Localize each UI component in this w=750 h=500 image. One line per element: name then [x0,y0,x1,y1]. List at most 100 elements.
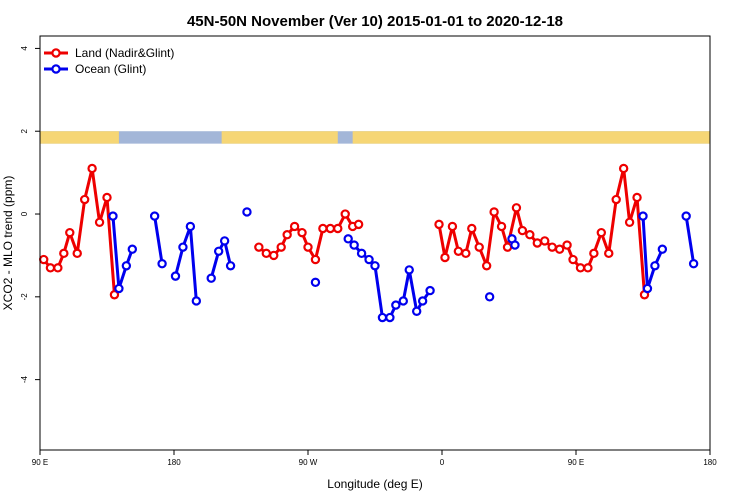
data-point [540,236,550,246]
data-point [39,254,49,265]
data-point [474,242,484,252]
x-axis-label: Longitude (deg E) [327,477,422,491]
data-point [657,244,668,254]
data-point [108,211,118,221]
data-point [650,261,660,271]
data-point [242,207,252,217]
y-tick-label: 2 [20,128,29,133]
data-point [638,211,648,221]
data-point [425,285,435,296]
data-point [596,227,607,238]
data-point [343,234,353,244]
data-point [289,221,300,232]
data-point [170,271,181,281]
data-point [206,273,216,283]
data-point [461,248,471,259]
data-point [364,254,374,265]
data-point [496,221,507,232]
data-point [611,194,621,205]
land-band-segment [40,131,119,144]
series-line [153,215,164,264]
data-point [370,261,380,271]
data-point [114,283,124,294]
y-tick-label: 4 [20,46,29,51]
chart-title: 45N-50N November (Ver 10) 2015-01-01 to … [187,13,563,30]
data-point [583,263,593,273]
data-point [225,261,236,271]
data-point [517,225,528,236]
data-point [417,296,428,306]
land-band-segment [221,131,338,144]
legend-label: Land (Nadir&Glint) [75,46,174,60]
data-point [604,248,614,259]
data-point [404,265,414,275]
data-point [333,223,343,234]
x-tick-label: 90 W [299,458,318,467]
data-point [511,203,522,213]
data-point [398,296,408,306]
series-line [174,224,198,302]
data-point [624,217,635,227]
data-point [532,238,542,248]
data-point [185,221,196,232]
x-axis-ticks: 90 E 180 90 W 0 90 E 180 [32,450,717,467]
y-tick-label: -4 [20,376,29,384]
data-point [447,221,458,232]
data-point [149,211,160,221]
data-point [353,219,364,230]
data-point [178,242,188,252]
data-point [325,223,336,234]
data-point [385,312,395,323]
data-point [688,259,699,269]
series-line [111,215,134,291]
series-line [641,215,664,291]
data-point [547,242,557,252]
data-point [391,300,401,310]
data-point [632,192,642,203]
legend-item: Land (Nadir&Glint) [44,46,174,60]
data-point [72,248,82,259]
series-line [209,239,233,279]
data-point [434,219,444,230]
data-point [79,194,90,205]
data-point [411,306,422,317]
data-point [681,211,691,221]
x-tick-label: 0 [440,458,445,467]
y-axis-ticks: -4 -2 0 2 4 [20,46,40,384]
data-point [254,242,264,252]
legend: Land (Nadir&Glint) Ocean (Glint) [44,46,174,76]
legend-item: Ocean (Glint) [44,62,146,76]
data-point [261,248,272,259]
data-point [467,223,477,234]
data-point [453,246,464,256]
legend-label: Ocean (Glint) [75,62,146,76]
data-point [618,163,629,174]
data-point [53,263,63,273]
land-band-segment [352,131,710,144]
data-point [575,263,586,273]
data-point [562,240,572,250]
series-line [684,215,696,264]
series-land [39,163,650,300]
data-point [109,290,120,300]
data-point [297,227,307,238]
data-point [440,252,450,263]
data-point [213,246,224,256]
data-point [87,163,97,174]
x-tick-label: 180 [703,458,717,467]
data-point [94,217,105,227]
data-point [489,207,499,217]
data-point [65,227,75,238]
data-point [484,292,495,302]
data-point [589,248,599,259]
data-point [310,277,321,288]
legend-swatch-point [51,64,61,74]
series-layer [39,163,699,323]
data-point [303,242,313,252]
data-point [568,254,578,265]
data-point [45,263,56,273]
data-point [310,254,321,265]
data-point [318,223,328,234]
x-tick-label: 180 [167,458,181,467]
